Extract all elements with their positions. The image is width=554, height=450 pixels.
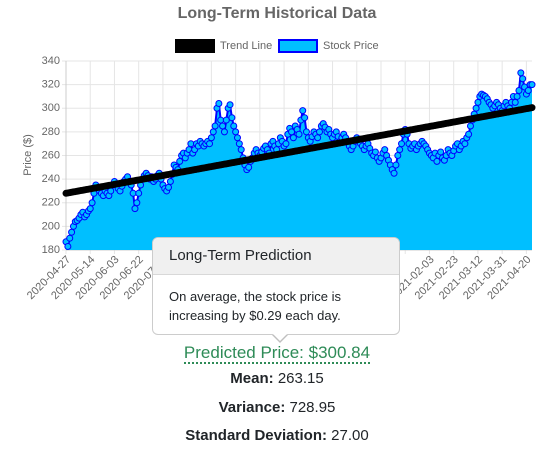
point bbox=[433, 157, 441, 165]
point bbox=[524, 87, 532, 95]
point bbox=[68, 228, 76, 236]
point bbox=[211, 122, 219, 130]
chart: Long-Term Historical Data Price ($) 180 2… bbox=[22, 5, 536, 302]
y-tick-label: 200 bbox=[42, 220, 60, 232]
y-tick-label: 280 bbox=[42, 126, 60, 138]
point bbox=[398, 140, 406, 148]
point bbox=[220, 128, 228, 136]
point bbox=[288, 128, 296, 136]
point bbox=[233, 134, 241, 142]
point bbox=[235, 140, 243, 148]
popover-body: On average, the stock price is increasin… bbox=[169, 289, 341, 323]
point bbox=[301, 114, 309, 122]
y-tick-label: 340 bbox=[42, 55, 60, 67]
chart-title: Long-Term Historical Data bbox=[178, 5, 377, 22]
point bbox=[519, 75, 527, 83]
point bbox=[316, 128, 324, 136]
point bbox=[230, 122, 238, 130]
point bbox=[176, 157, 184, 165]
point bbox=[289, 134, 297, 142]
point bbox=[390, 169, 398, 177]
point bbox=[392, 161, 400, 169]
point bbox=[215, 100, 223, 108]
point bbox=[226, 101, 234, 109]
y-tick-label: 260 bbox=[42, 149, 60, 161]
stat-value: 263.15 bbox=[277, 370, 324, 387]
point bbox=[511, 98, 519, 106]
point bbox=[133, 199, 141, 207]
point bbox=[228, 114, 236, 122]
predicted-price-row: Predicted Price: $300.84 bbox=[0, 343, 554, 364]
point bbox=[66, 234, 74, 242]
point bbox=[166, 177, 174, 185]
y-axis-title: Price ($) bbox=[22, 134, 34, 176]
legend-swatch bbox=[175, 39, 215, 53]
point bbox=[465, 130, 473, 138]
area bbox=[66, 72, 532, 250]
point bbox=[131, 205, 139, 213]
legend-label: Trend Line bbox=[220, 40, 272, 52]
point bbox=[282, 140, 290, 148]
point bbox=[222, 116, 230, 124]
stat-label: Standard Deviation: bbox=[185, 427, 327, 444]
stat-label: Variance: bbox=[218, 399, 286, 416]
point bbox=[513, 92, 521, 100]
predicted-price[interactable]: Predicted Price: $300.84 bbox=[183, 343, 371, 364]
point bbox=[232, 128, 240, 136]
point bbox=[86, 205, 94, 213]
point bbox=[528, 104, 536, 112]
point bbox=[461, 140, 469, 148]
stat-row: Mean: 263.15 bbox=[0, 370, 554, 387]
point bbox=[219, 122, 227, 130]
point bbox=[474, 98, 482, 106]
point bbox=[515, 87, 523, 95]
y-tick-label: 180 bbox=[42, 244, 60, 256]
y-tick-label: 240 bbox=[42, 173, 60, 185]
point bbox=[472, 104, 480, 112]
point bbox=[237, 146, 245, 154]
point bbox=[528, 81, 536, 89]
point bbox=[437, 148, 445, 156]
point bbox=[295, 130, 303, 138]
popover-title: Long-Term Prediction bbox=[153, 238, 399, 275]
point bbox=[381, 146, 389, 154]
point bbox=[396, 146, 404, 154]
legend-swatch bbox=[278, 39, 318, 53]
point bbox=[135, 189, 143, 197]
point bbox=[88, 199, 96, 207]
point bbox=[209, 128, 217, 136]
y-tick-label: 320 bbox=[42, 79, 60, 91]
point bbox=[371, 148, 379, 156]
stat-row: Standard Deviation: 27.00 bbox=[0, 427, 554, 444]
stat-label: Mean: bbox=[230, 370, 274, 387]
point bbox=[206, 140, 214, 148]
y-tick-label: 220 bbox=[42, 197, 60, 209]
point bbox=[165, 183, 173, 191]
stat-value: 27.00 bbox=[331, 427, 369, 444]
legend-label: Stock Price bbox=[323, 40, 379, 52]
point bbox=[299, 107, 307, 115]
popover-arrow bbox=[272, 334, 288, 343]
point bbox=[64, 242, 72, 250]
point bbox=[517, 69, 525, 77]
point bbox=[302, 128, 310, 136]
stat-value: 728.95 bbox=[289, 399, 336, 416]
point bbox=[207, 134, 215, 142]
point bbox=[245, 163, 253, 171]
stat-row: Variance: 728.95 bbox=[0, 399, 554, 416]
y-tick-label: 300 bbox=[42, 102, 60, 114]
point bbox=[466, 122, 474, 130]
prediction-popover: Long-Term Prediction On average, the sto… bbox=[152, 237, 400, 343]
point bbox=[314, 134, 322, 142]
point bbox=[394, 152, 402, 159]
